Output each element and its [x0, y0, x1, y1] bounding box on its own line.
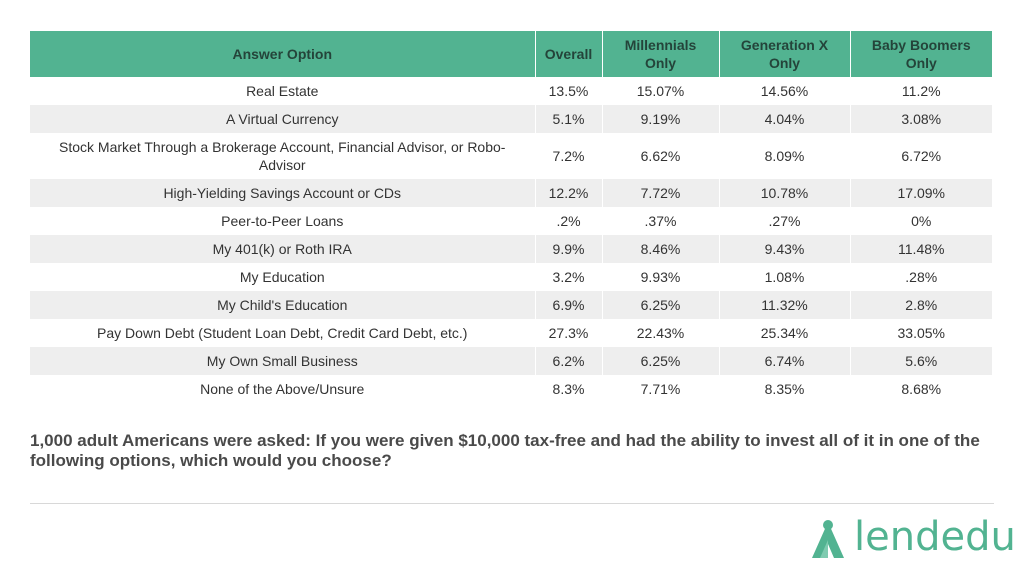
table-cell-generation-x: 25.34%	[718, 319, 850, 347]
table-cell-baby-boomers: 3.08%	[849, 105, 992, 133]
table-cell-option: Peer-to-Peer Loans	[30, 207, 535, 235]
table-cell-overall: 8.3%	[534, 375, 602, 403]
table-row: None of the Above/Unsure 8.3% 7.71% 8.35…	[30, 375, 992, 403]
table-cell-millennials: 8.46%	[601, 235, 719, 263]
table-cell-option: Real Estate	[30, 77, 535, 105]
table-cell-generation-x: 4.04%	[718, 105, 850, 133]
table-cell-baby-boomers: 11.2%	[849, 77, 992, 105]
table-row: Pay Down Debt (Student Loan Debt, Credit…	[30, 319, 992, 347]
table-cell-millennials: 6.62%	[601, 133, 719, 179]
table-cell-baby-boomers: 2.8%	[849, 291, 992, 319]
table-cell-generation-x: 6.74%	[718, 347, 850, 375]
table-cell-baby-boomers: 0%	[849, 207, 992, 235]
table-cell-generation-x: 11.32%	[718, 291, 850, 319]
table-cell-overall: 12.2%	[534, 179, 602, 207]
table-row: Real Estate 13.5% 15.07% 14.56% 11.2%	[30, 77, 992, 105]
table-cell-overall: 5.1%	[534, 105, 602, 133]
table-row: My 401(k) or Roth IRA 9.9% 8.46% 9.43% 1…	[30, 235, 992, 263]
table-cell-option: My Education	[30, 263, 535, 291]
table-cell-generation-x: 10.78%	[718, 179, 850, 207]
table-cell-overall: 3.2%	[534, 263, 602, 291]
table-cell-generation-x: 8.35%	[718, 375, 850, 403]
table-cell-option: Pay Down Debt (Student Loan Debt, Credit…	[30, 319, 535, 347]
table-row: My Own Small Business 6.2% 6.25% 6.74% 5…	[30, 347, 992, 375]
column-header-overall: Overall	[534, 31, 602, 77]
table-row: My Child's Education 6.9% 6.25% 11.32% 2…	[30, 291, 992, 319]
table-cell-millennials: 7.72%	[601, 179, 719, 207]
table-cell-baby-boomers: .28%	[849, 263, 992, 291]
table-cell-overall: 6.9%	[534, 291, 602, 319]
table-cell-overall: 27.3%	[534, 319, 602, 347]
logo-wordmark: lendedu	[854, 514, 1016, 560]
table-body: Real Estate 13.5% 15.07% 14.56% 11.2% A …	[30, 77, 992, 403]
table-cell-millennials: 9.19%	[601, 105, 719, 133]
table-cell-baby-boomers: 5.6%	[849, 347, 992, 375]
header-row: Answer Option Overall Millennials Only G…	[30, 31, 992, 77]
table-cell-millennials: .37%	[601, 207, 719, 235]
table-cell-option: My Own Small Business	[30, 347, 535, 375]
table-cell-overall: 9.9%	[534, 235, 602, 263]
table-cell-overall: 7.2%	[534, 133, 602, 179]
table-row: Peer-to-Peer Loans .2% .37% .27% 0%	[30, 207, 992, 235]
divider	[30, 503, 994, 504]
table-cell-baby-boomers: 33.05%	[849, 319, 992, 347]
column-header-generation-x: Generation X Only	[718, 31, 850, 77]
table-cell-millennials: 6.25%	[601, 347, 719, 375]
table-cell-millennials: 15.07%	[601, 77, 719, 105]
table-cell-option: A Virtual Currency	[30, 105, 535, 133]
table-row: My Education 3.2% 9.93% 1.08% .28%	[30, 263, 992, 291]
survey-results-table: Answer Option Overall Millennials Only G…	[30, 31, 992, 403]
table-cell-option: My Child's Education	[30, 291, 535, 319]
table-cell-baby-boomers: 17.09%	[849, 179, 992, 207]
table-row: A Virtual Currency 5.1% 9.19% 4.04% 3.08…	[30, 105, 992, 133]
table-row: High-Yielding Savings Account or CDs 12.…	[30, 179, 992, 207]
table-cell-option: None of the Above/Unsure	[30, 375, 535, 403]
lendedu-logo[interactable]: lendedu	[808, 514, 1016, 564]
table-cell-generation-x: 1.08%	[718, 263, 850, 291]
table-cell-option: High-Yielding Savings Account or CDs	[30, 179, 535, 207]
table-cell-generation-x: .27%	[718, 207, 850, 235]
table-header: Answer Option Overall Millennials Only G…	[30, 31, 992, 77]
table-cell-millennials: 7.71%	[601, 375, 719, 403]
table-row: Stock Market Through a Brokerage Account…	[30, 133, 992, 179]
lendedu-a-mark-icon	[808, 518, 998, 564]
table-cell-baby-boomers: 6.72%	[849, 133, 992, 179]
column-header-millennials: Millennials Only	[601, 31, 719, 77]
column-header-baby-boomers: Baby Boomers Only	[849, 31, 992, 77]
table-cell-option: My 401(k) or Roth IRA	[30, 235, 535, 263]
table-cell-baby-boomers: 11.48%	[849, 235, 992, 263]
column-header-answer-option: Answer Option	[30, 31, 535, 77]
survey-question-caption: 1,000 adult Americans were asked: If you…	[30, 431, 980, 470]
table-cell-millennials: 9.93%	[601, 263, 719, 291]
table-cell-generation-x: 9.43%	[718, 235, 850, 263]
table-cell-option: Stock Market Through a Brokerage Account…	[30, 133, 535, 179]
table-cell-overall: 13.5%	[534, 77, 602, 105]
table-cell-millennials: 6.25%	[601, 291, 719, 319]
table-cell-overall: .2%	[534, 207, 602, 235]
table-cell-millennials: 22.43%	[601, 319, 719, 347]
table-cell-generation-x: 14.56%	[718, 77, 850, 105]
table-cell-overall: 6.2%	[534, 347, 602, 375]
table-cell-baby-boomers: 8.68%	[849, 375, 992, 403]
table-cell-generation-x: 8.09%	[718, 133, 850, 179]
